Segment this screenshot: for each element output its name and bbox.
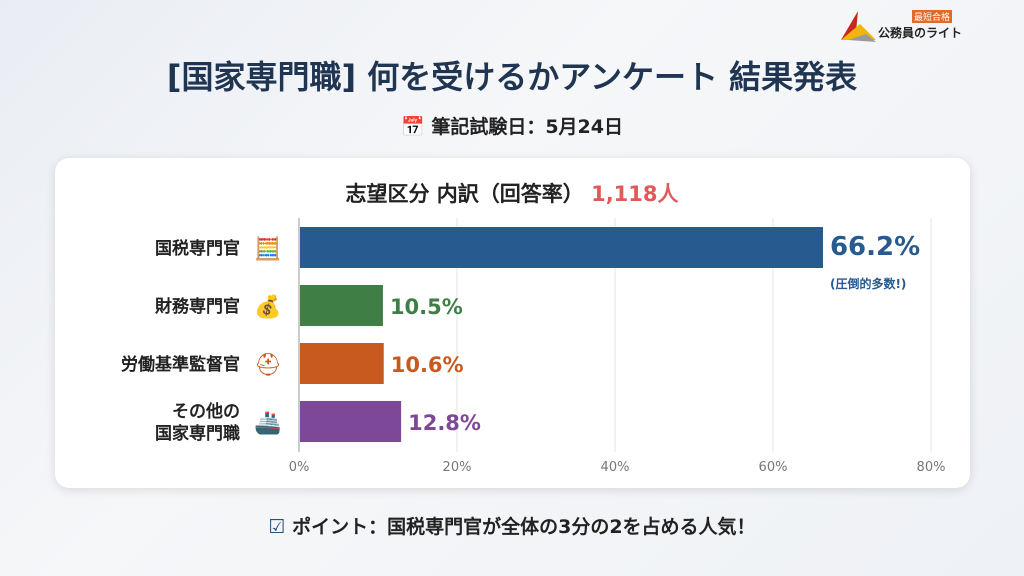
logo: 最短合格 公務員のライト xyxy=(836,8,986,44)
category-label: 国家専門職 xyxy=(155,423,240,444)
category-label: 労働基準監督官 xyxy=(121,354,240,375)
bar xyxy=(300,285,383,326)
respondent-count: 1,118人 xyxy=(591,182,679,206)
exam-date-text: 筆記試験日：5月24日 xyxy=(431,116,623,138)
value-label: 10.5% xyxy=(390,295,463,319)
footer-point: ☑ ポイント：国税専門官が全体の3分の2を占める人気！ xyxy=(0,512,1024,539)
bar xyxy=(300,401,402,442)
annotation: (圧倒的多数!) xyxy=(830,276,906,291)
exam-date: 📅 筆記試験日：5月24日 xyxy=(0,112,1024,139)
value-label: 66.2% xyxy=(830,232,920,262)
logo-tag: 最短合格 xyxy=(912,10,953,23)
x-tick-label: 80% xyxy=(917,460,946,475)
chart-title: 志望区分 内訳（回答率） 1,118人 xyxy=(0,178,1024,208)
bar xyxy=(300,343,384,384)
chart-card xyxy=(55,158,970,488)
category-label: その他の xyxy=(172,401,240,422)
category-label: 財務専門官 xyxy=(154,296,240,317)
hardhat-scales-icon: ⛑ xyxy=(254,353,282,378)
x-tick-label: 0% xyxy=(289,460,310,475)
logo-mark-icon xyxy=(841,11,876,42)
logo-name: 公務員のライト xyxy=(878,26,963,40)
footer-text: ポイント：国税専門官が全体の3分の2を占める人気！ xyxy=(292,516,756,538)
ship-tower-gear-badge-icon: 🚢 xyxy=(254,411,281,436)
value-label: 10.6% xyxy=(391,353,464,377)
value-label: 12.8% xyxy=(408,411,481,435)
chart-title-text: 志望区分 内訳（回答率） xyxy=(345,182,584,206)
calculator-tax-icon: 🧮 xyxy=(254,236,281,262)
x-tick-label: 20% xyxy=(443,460,472,475)
category-label: 国税専門官 xyxy=(155,238,240,259)
page-title: [国家専門職] 何を受けるかアンケート 結果発表 xyxy=(166,58,858,96)
coins-growth-icon: 💰 xyxy=(254,294,281,320)
bar xyxy=(300,227,823,268)
x-tick-label: 40% xyxy=(601,460,630,475)
checkbox-icon: ☑ xyxy=(268,516,286,538)
x-tick-label: 60% xyxy=(759,460,788,475)
calendar-icon: 📅 xyxy=(401,116,425,138)
